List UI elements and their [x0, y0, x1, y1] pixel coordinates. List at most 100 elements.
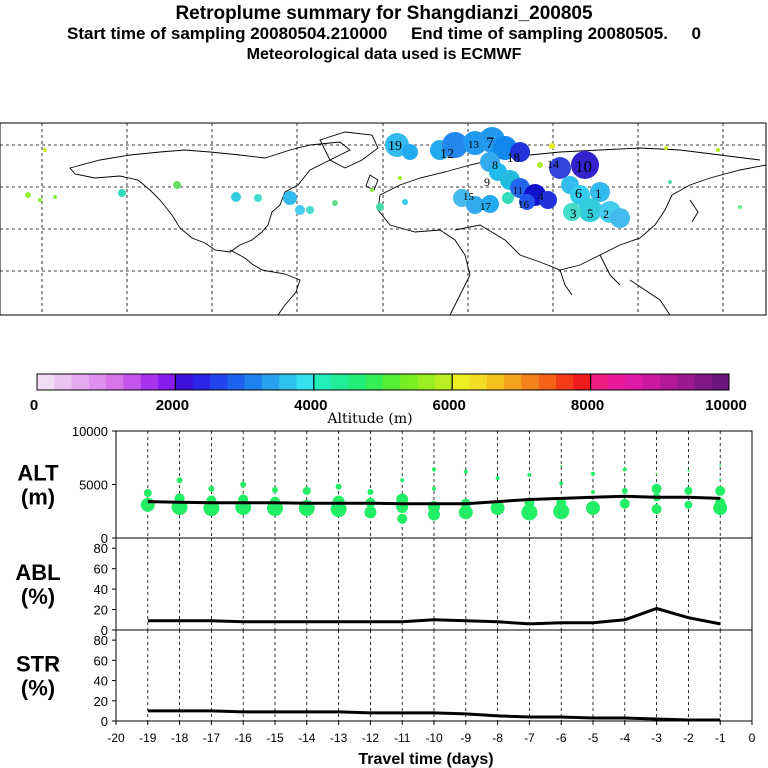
altitude-point: [651, 483, 662, 494]
cluster-label: 17: [480, 201, 492, 213]
y-tick-label: 80: [94, 633, 108, 648]
colorbar-cell: [296, 374, 315, 390]
y-tick-label: 0: [101, 623, 108, 638]
x-tick-label: -8: [492, 731, 503, 745]
colorbar-tick-label: 4000: [294, 397, 327, 414]
x-tick-label: -11: [394, 731, 411, 745]
colorbar-frame: [36, 373, 730, 391]
colorbar-cell: [434, 374, 453, 390]
altitude-point: [400, 478, 405, 483]
x-tick-label: -17: [203, 731, 221, 745]
cluster-label: 3: [570, 206, 577, 221]
colorbar-cell: [625, 374, 643, 390]
x-tick-label: -18: [171, 731, 189, 745]
altitude-point: [432, 467, 436, 472]
colorbar-cell: [210, 374, 228, 390]
altitude-point: [687, 469, 690, 472]
colorbar-cell: [37, 374, 55, 390]
colorbar-cell: [694, 374, 713, 390]
cluster-label: 4: [538, 191, 544, 203]
x-tick-label: -5: [588, 731, 599, 745]
cluster-label: 16: [518, 199, 530, 211]
cluster-label: 15: [463, 191, 475, 203]
altitude-point: [556, 497, 567, 508]
colorbar-cell: [556, 374, 574, 390]
cluster-label: 14: [547, 157, 559, 171]
panel-alt: 10000 5000 0 ALT(m): [17, 424, 753, 546]
colorbar-cell: [383, 374, 401, 390]
colorbar-cell: [331, 374, 349, 390]
x-tick-label: -12: [362, 731, 380, 745]
colorbar-cell: [158, 374, 176, 390]
cluster-label: 8: [492, 158, 498, 172]
x-tick-label: -14: [298, 731, 316, 745]
altitude-point: [397, 513, 408, 524]
cluster-label: 13: [468, 139, 480, 151]
altitude-point: [719, 464, 722, 467]
altitude-point: [527, 472, 532, 477]
colorbar-tick-label: 0: [30, 397, 38, 414]
x-tick-label: 0: [749, 731, 756, 745]
altitude-point: [335, 483, 342, 490]
altitude-point: [655, 472, 658, 475]
altitude-point: [302, 486, 311, 495]
colorbar-cell: [711, 374, 730, 390]
colorbar-cell: [504, 374, 522, 390]
altitude-point: [495, 476, 500, 481]
altitude-point: [463, 469, 468, 474]
start-time-text: Start time of sampling 20080504.210000: [66, 24, 388, 43]
colorbar-cell: [642, 374, 661, 390]
panel-label: ABL: [15, 560, 60, 585]
cluster-label: 2: [603, 207, 609, 221]
colorbar-cell: [469, 374, 488, 390]
x-tick-label: -1: [715, 731, 726, 745]
mean-str-line: [147, 709, 721, 722]
altitude-point: [651, 504, 662, 515]
colorbar-cell: [400, 374, 419, 390]
y-tick-label: 40: [94, 582, 108, 597]
x-tick-label: -7: [524, 731, 535, 745]
cluster-label: 9: [484, 175, 490, 189]
altitude-point: [490, 501, 505, 516]
colorbar-cell: [123, 374, 142, 390]
altitude-point: [715, 497, 726, 508]
end-time-text: End time of sampling 20080505. 0: [410, 24, 702, 43]
y-tick-label: 80: [94, 541, 108, 556]
colorbar-cell: [607, 374, 626, 390]
altitude-point: [208, 485, 215, 492]
altitude-point: [619, 498, 630, 509]
mean-abl-line: [147, 606, 721, 626]
colorbar-cell: [538, 374, 557, 390]
colorbar-cell: [677, 374, 695, 390]
altitude-point: [176, 477, 183, 484]
cluster-label: 5: [587, 206, 594, 221]
x-tick-label: -15: [266, 731, 284, 745]
cluster-label: 6: [575, 187, 582, 202]
x-tick-label: -9: [460, 731, 471, 745]
y-tick-label: 40: [94, 674, 108, 689]
colorbar-cell: [486, 374, 505, 390]
altitude-point: [364, 506, 377, 519]
cluster-label: 7: [486, 135, 494, 152]
colorbar-cell: [521, 374, 540, 390]
y-tick-label: 20: [94, 694, 108, 709]
y-tick-label: 5000: [79, 478, 108, 493]
altitude-point: [332, 495, 345, 508]
panel-label: STR: [16, 652, 60, 677]
cluster-label: 12: [440, 147, 454, 162]
x-tick-label: -16: [235, 731, 253, 745]
colorbar-tick-label: 10000: [705, 397, 747, 414]
altitude-point: [560, 465, 563, 468]
colorbar-cell: [365, 374, 384, 390]
x-tick-label: -19: [139, 731, 157, 745]
colorbar-cell: [452, 374, 470, 390]
altitude-point: [559, 481, 564, 486]
coastlines: [69, 131, 767, 316]
x-tick-label: -10: [425, 731, 443, 745]
y-tick-label: 0: [101, 531, 108, 546]
panel-label: ALT: [17, 461, 59, 486]
cluster-label: 10: [575, 157, 592, 176]
cluster-label: 11: [513, 186, 523, 197]
